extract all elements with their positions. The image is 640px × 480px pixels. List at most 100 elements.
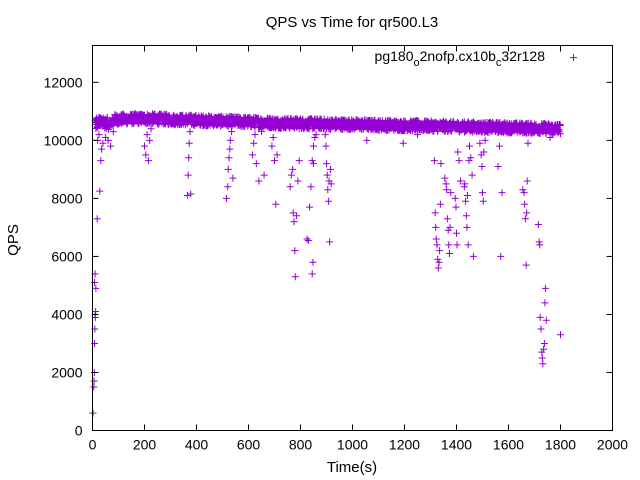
- data-point: [225, 154, 233, 162]
- data-point: [521, 215, 529, 223]
- data-point: [453, 241, 461, 249]
- x-tick-label: 200: [133, 437, 157, 453]
- data-point: [250, 139, 258, 147]
- data-point: [327, 180, 335, 188]
- data-point: [224, 183, 232, 191]
- data-point: [226, 145, 234, 153]
- data-point: [325, 197, 333, 205]
- data-point: [430, 157, 438, 165]
- data-point: [311, 133, 319, 141]
- data-point: [539, 360, 547, 368]
- data-point: [540, 339, 548, 347]
- x-tick-label: 2000: [597, 437, 628, 453]
- data-point: [287, 171, 295, 179]
- data-point: [463, 191, 471, 199]
- data-point: [303, 235, 311, 243]
- x-tick-label: 0: [89, 437, 97, 453]
- data-point: [476, 139, 484, 147]
- data-point: [109, 128, 117, 136]
- data-point: [291, 273, 299, 281]
- chart-title: QPS vs Time for qr500.L3: [266, 14, 439, 31]
- data-point: [481, 136, 489, 144]
- data-point: [536, 241, 544, 249]
- legend-label-subscript: c: [496, 57, 502, 69]
- data-point: [441, 174, 449, 182]
- data-point: [519, 186, 527, 194]
- data-point: [455, 157, 463, 165]
- data-point: [462, 212, 470, 220]
- data-point: [257, 115, 265, 123]
- data-point: [187, 190, 195, 198]
- data-point: [498, 189, 506, 197]
- data-point: [469, 252, 477, 260]
- data-point: [447, 189, 455, 197]
- data-point: [445, 250, 453, 258]
- data-point: [290, 218, 298, 226]
- data-point: [286, 183, 294, 191]
- y-tick-label: 10000: [44, 132, 83, 148]
- data-point: [310, 142, 317, 150]
- data-point: [460, 183, 468, 191]
- x-tick-label: 1200: [389, 437, 420, 453]
- data-point: [480, 148, 488, 156]
- data-point: [494, 162, 502, 170]
- x-tick-label: 400: [185, 437, 209, 453]
- data-point: [271, 157, 278, 165]
- data-point: [478, 162, 486, 170]
- data-point: [89, 409, 97, 417]
- data-point: [309, 258, 317, 266]
- data-point: [452, 203, 460, 211]
- y-tick-label: 6000: [51, 248, 82, 264]
- data-point: [229, 174, 237, 182]
- data-point: [248, 151, 256, 159]
- data-point: [273, 151, 281, 159]
- data-point: [99, 139, 107, 147]
- data-point: [304, 236, 312, 244]
- data-point: [323, 171, 331, 179]
- data-points: [89, 110, 564, 417]
- data-point: [92, 284, 100, 292]
- data-point: [497, 252, 505, 260]
- data-point: [453, 229, 460, 237]
- y-tick-label: 12000: [44, 74, 83, 90]
- data-point: [190, 113, 198, 121]
- data-point: [443, 215, 451, 223]
- data-point: [541, 284, 549, 292]
- data-point: [444, 226, 452, 234]
- data-point: [143, 131, 151, 139]
- data-point: [100, 122, 108, 130]
- data-point: [308, 157, 316, 165]
- data-point: [467, 154, 475, 162]
- data-point: [269, 133, 277, 141]
- x-axis: 0 200 400 600 800 1000 1200 1400 1600 1800 2000: [89, 45, 628, 453]
- data-point: [479, 197, 487, 205]
- data-point: [103, 113, 111, 121]
- data-point: [295, 157, 303, 165]
- data-point: [451, 194, 459, 202]
- data-point: [326, 165, 334, 173]
- data-point: [98, 145, 106, 153]
- data-point: [431, 209, 439, 217]
- data-point: [541, 299, 549, 307]
- y-tick-label: 8000: [51, 190, 82, 206]
- data-point: [104, 136, 112, 144]
- data-point: [557, 130, 564, 138]
- data-point: [312, 131, 320, 139]
- data-point: [442, 180, 450, 188]
- data-point: [549, 131, 557, 139]
- data-point: [437, 160, 445, 168]
- legend-label-subscript: o: [413, 57, 419, 69]
- data-point: [310, 160, 317, 168]
- data-point: [142, 151, 150, 159]
- data-point: [445, 241, 453, 249]
- data-point: [432, 235, 440, 243]
- data-point: [542, 316, 550, 324]
- x-axis-label: Time(s): [327, 459, 377, 476]
- data-point: [141, 142, 148, 150]
- legend-label: pg180o2nofp.cx10bc32r128: [375, 48, 546, 69]
- data-point: [321, 131, 329, 139]
- data-point: [268, 142, 276, 150]
- data-point: [324, 186, 332, 194]
- data-point: [224, 165, 232, 173]
- legend-marker: [570, 54, 577, 62]
